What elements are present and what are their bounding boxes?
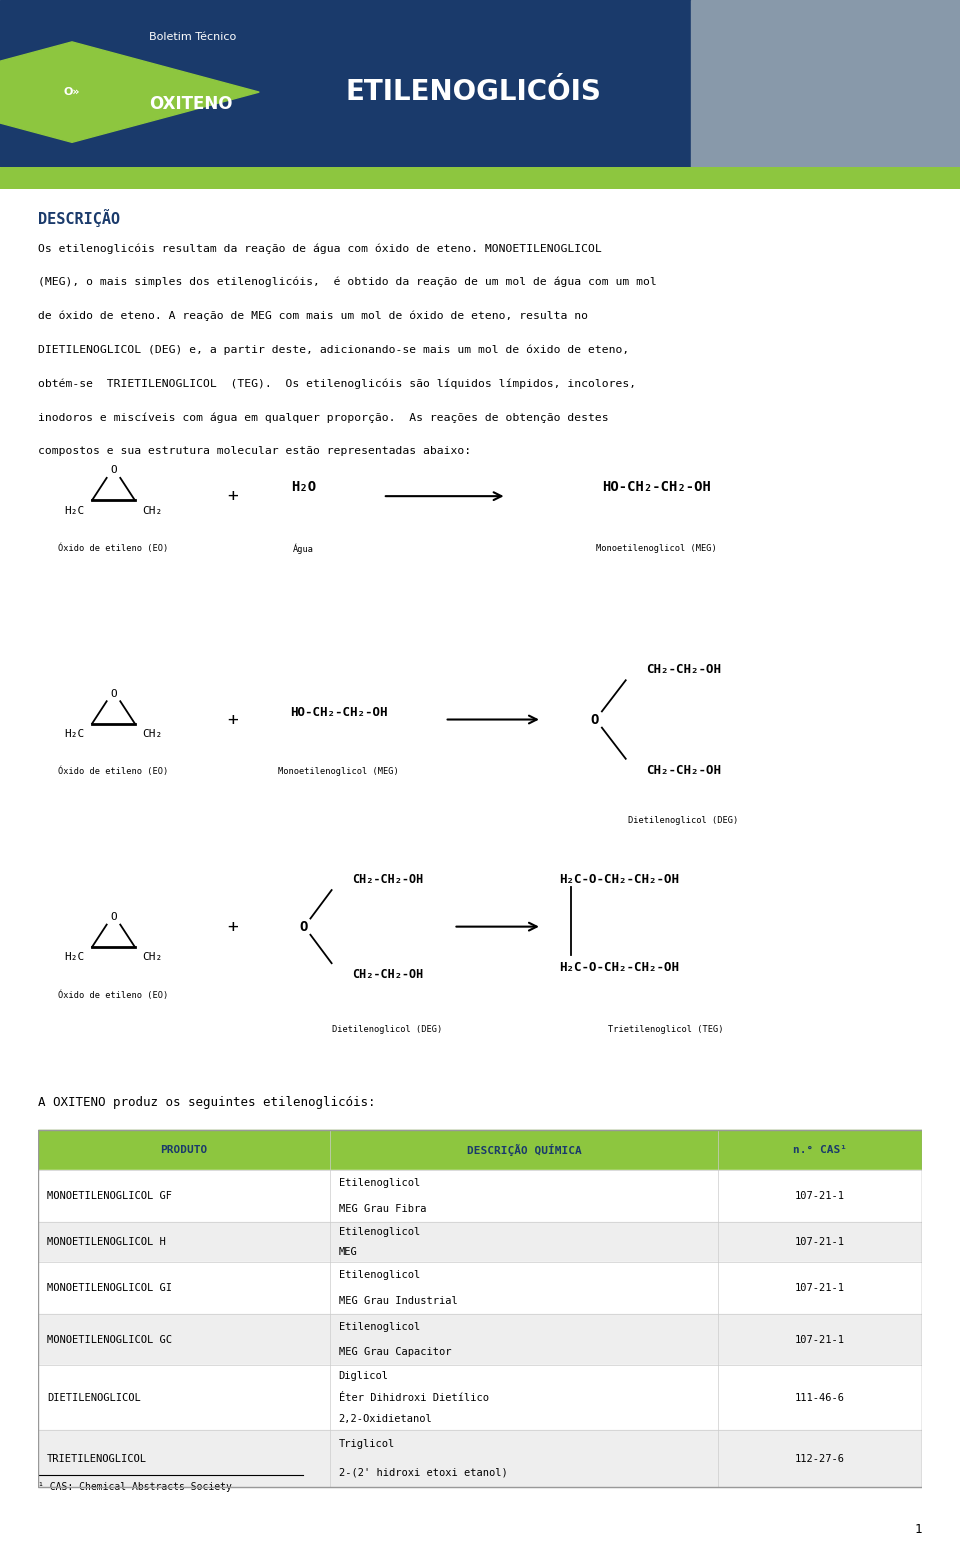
Text: +: +	[228, 711, 238, 729]
Text: MONOETILENOGLICOL GI: MONOETILENOGLICOL GI	[47, 1283, 172, 1293]
Bar	[38, 1365, 922, 1430]
Text: Etilenoglicol: Etilenoglicol	[339, 1271, 420, 1280]
Text: 1: 1	[914, 1523, 922, 1535]
Text: H₂O: H₂O	[291, 480, 316, 493]
Text: MONOETILENOGLICOL GF: MONOETILENOGLICOL GF	[47, 1191, 172, 1200]
Text: O: O	[300, 920, 307, 934]
Text: TRIETILENOGLICOL: TRIETILENOGLICOL	[47, 1454, 147, 1463]
Text: 2-(2' hidroxi etoxi etanol): 2-(2' hidroxi etoxi etanol)	[339, 1468, 508, 1477]
Bar	[38, 1222, 922, 1263]
Bar	[38, 1130, 922, 1171]
Text: +: +	[228, 487, 238, 505]
Text: Água: Água	[293, 543, 314, 554]
Text: MONOETILENOGLICOL GC: MONOETILENOGLICOL GC	[47, 1335, 172, 1344]
Text: obtém-se  TRIETILENOGLICOL  (TEG).  Os etilenoglicóis são líquidos límpidos, inc: obtém-se TRIETILENOGLICOL (TEG). Os etil…	[38, 379, 636, 388]
Bar	[38, 1313, 922, 1365]
Text: DIETILENOGLICOL (DEG) e, a partir deste, adicionando-se mais um mol de óxido de : DIETILENOGLICOL (DEG) e, a partir deste,…	[38, 344, 630, 355]
Text: compostos e sua estrutura molecular estão representadas abaixo:: compostos e sua estrutura molecular estã…	[38, 446, 471, 455]
Text: CH₂-CH₂-OH: CH₂-CH₂-OH	[646, 764, 721, 778]
Text: ¹ CAS: Chemical Abstracts Society: ¹ CAS: Chemical Abstracts Society	[38, 1482, 232, 1491]
Text: MEG Grau Industrial: MEG Grau Industrial	[339, 1296, 457, 1305]
Text: Éter Dihidroxi Dietílico: Éter Dihidroxi Dietílico	[339, 1393, 489, 1402]
Polygon shape	[0, 42, 259, 142]
Text: MEG Grau Fibra: MEG Grau Fibra	[339, 1203, 426, 1214]
Text: Dietilenoglicol (DEG): Dietilenoglicol (DEG)	[628, 815, 738, 825]
Text: inodoros e miscíveis com água em qualquer proporção.  As reações de obtenção des: inodoros e miscíveis com água em qualque…	[38, 412, 609, 423]
Text: Óxido de etileno (EO): Óxido de etileno (EO)	[59, 767, 169, 776]
Text: Monoetilenoglicol (MEG): Monoetilenoglicol (MEG)	[278, 767, 399, 776]
Text: O»: O»	[63, 88, 81, 97]
Text: n.° CAS¹: n.° CAS¹	[793, 1146, 847, 1155]
Bar	[38, 1430, 922, 1487]
Text: O: O	[110, 912, 117, 922]
Text: (MEG), o mais simples dos etilenoglicóis,  é obtido da reação de um mol de água : (MEG), o mais simples dos etilenoglicóis…	[38, 277, 658, 288]
Text: O: O	[110, 689, 117, 700]
Text: H₂C: H₂C	[64, 953, 84, 962]
Text: Monoetilenoglicol (MEG): Monoetilenoglicol (MEG)	[596, 543, 717, 552]
Text: Os etilenoglicóis resultam da reação de água com óxido de eteno. MONOETILENOGLIC: Os etilenoglicóis resultam da reação de …	[38, 243, 602, 254]
Text: MEG: MEG	[339, 1247, 357, 1257]
Text: PRODUTO: PRODUTO	[160, 1146, 207, 1155]
Text: H₂C-O-CH₂-CH₂-OH: H₂C-O-CH₂-CH₂-OH	[560, 961, 680, 973]
Text: Etilenoglicol: Etilenoglicol	[339, 1178, 420, 1188]
Text: DESCRIÇÃO QUÍMICA: DESCRIÇÃO QUÍMICA	[467, 1144, 582, 1157]
Text: Etilenoglicol: Etilenoglicol	[339, 1322, 420, 1332]
Text: Diglicol: Diglicol	[339, 1371, 389, 1380]
Text: 107-21-1: 107-21-1	[795, 1283, 845, 1293]
Bar	[38, 1171, 922, 1222]
Text: 2,2-Oxidietanol: 2,2-Oxidietanol	[339, 1415, 432, 1424]
Text: Dietilenoglicol (DEG): Dietilenoglicol (DEG)	[332, 1025, 443, 1034]
Text: 107-21-1: 107-21-1	[795, 1236, 845, 1247]
Text: Triglicol: Triglicol	[339, 1440, 395, 1449]
Text: H₂C: H₂C	[64, 505, 84, 515]
Text: H₂C-O-CH₂-CH₂-OH: H₂C-O-CH₂-CH₂-OH	[560, 873, 680, 886]
Bar	[38, 1263, 922, 1313]
Text: Óxido de etileno (EO): Óxido de etileno (EO)	[59, 991, 169, 1000]
Bar	[38, 1130, 922, 1487]
Text: OXITENO: OXITENO	[149, 95, 232, 113]
Text: HO-CH₂-CH₂-OH: HO-CH₂-CH₂-OH	[290, 706, 388, 720]
Text: O: O	[110, 465, 117, 476]
Text: H₂C: H₂C	[64, 729, 84, 739]
Text: Boletim Técnico: Boletim Técnico	[149, 31, 236, 42]
Text: CH₂-CH₂-OH: CH₂-CH₂-OH	[351, 873, 423, 886]
Text: 107-21-1: 107-21-1	[795, 1335, 845, 1344]
Text: CH₂: CH₂	[143, 729, 163, 739]
Bar	[691, 0, 960, 167]
Text: Trietilenoglicol (TEG): Trietilenoglicol (TEG)	[608, 1025, 723, 1034]
Text: 111-46-6: 111-46-6	[795, 1393, 845, 1402]
Text: 112-27-6: 112-27-6	[795, 1454, 845, 1463]
Text: CH₂: CH₂	[143, 505, 163, 515]
Text: DIETILENOGLICOL: DIETILENOGLICOL	[47, 1393, 141, 1402]
Text: CH₂: CH₂	[143, 953, 163, 962]
Text: CH₂-CH₂-OH: CH₂-CH₂-OH	[646, 664, 721, 676]
Text: HO-CH₂-CH₂-OH: HO-CH₂-CH₂-OH	[602, 480, 711, 493]
Text: +: +	[228, 917, 238, 936]
Text: de óxido de eteno. A reação de MEG com mais um mol de óxido de eteno, resulta no: de óxido de eteno. A reação de MEG com m…	[38, 311, 588, 321]
Text: CH₂-CH₂-OH: CH₂-CH₂-OH	[351, 967, 423, 981]
Text: O: O	[590, 712, 599, 726]
Text: MONOETILENOGLICOL H: MONOETILENOGLICOL H	[47, 1236, 166, 1247]
Text: MEG Grau Capacitor: MEG Grau Capacitor	[339, 1347, 451, 1357]
Text: DESCRIÇÃO: DESCRIÇÃO	[38, 210, 121, 227]
Text: 107-21-1: 107-21-1	[795, 1191, 845, 1200]
Text: A OXITENO produz os seguintes etilenoglicóis:: A OXITENO produz os seguintes etilenogli…	[38, 1096, 376, 1110]
Text: Óxido de etileno (EO): Óxido de etileno (EO)	[59, 543, 169, 552]
Text: ETILENOGLICÓIS: ETILENOGLICÓIS	[346, 78, 602, 106]
Text: Etilenoglicol: Etilenoglicol	[339, 1227, 420, 1236]
